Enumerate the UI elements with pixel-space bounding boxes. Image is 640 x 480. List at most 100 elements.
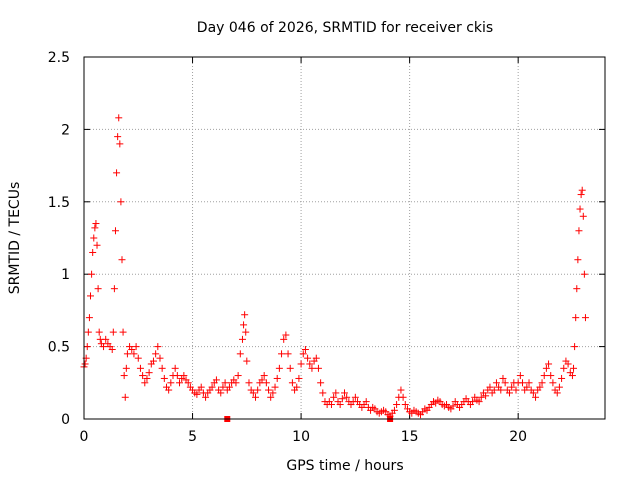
y-tick-label: 2.5 [48, 50, 70, 66]
data-point [141, 379, 149, 387]
data-point [158, 364, 166, 372]
data-point [477, 393, 485, 401]
data-point [87, 292, 95, 300]
data-point [89, 248, 97, 256]
data-point [212, 376, 220, 384]
data-point [81, 360, 89, 368]
data-point [280, 335, 288, 343]
data-point [525, 379, 533, 387]
data-point [536, 383, 544, 391]
data-point [116, 140, 124, 148]
data-point [260, 372, 268, 380]
data-point [401, 401, 409, 409]
data-point [508, 383, 516, 391]
x-tick-label: 10 [292, 429, 310, 445]
data-point [490, 386, 498, 394]
data-point [115, 114, 123, 122]
data-point [499, 374, 507, 382]
data-point [122, 364, 130, 372]
data-point [574, 256, 582, 264]
data-point [121, 393, 129, 401]
data-point [362, 398, 370, 406]
y-tick-label: 2 [61, 122, 70, 138]
data-point [560, 364, 568, 372]
data-point [184, 379, 192, 387]
data-point [95, 328, 103, 336]
data-point [577, 191, 585, 199]
chart-title: Day 046 of 2026, SRMTID for receiver cki… [197, 20, 493, 36]
data-point [167, 379, 175, 387]
data-point [113, 169, 121, 177]
y-tick-label: 1 [61, 267, 70, 283]
data-point [573, 285, 581, 293]
data-point [486, 383, 494, 391]
data-point [154, 343, 162, 351]
data-point [117, 198, 125, 206]
data-point [275, 364, 283, 372]
data-point [130, 350, 138, 358]
data-point [225, 383, 233, 391]
data-point [319, 389, 327, 397]
data-point [286, 364, 294, 372]
data-point [516, 372, 524, 380]
data-point [110, 285, 118, 293]
data-point [93, 241, 101, 249]
data-point [492, 379, 500, 387]
data-points [80, 114, 589, 422]
data-point [555, 383, 563, 391]
data-point [92, 220, 100, 228]
data-point [545, 360, 553, 368]
data-point [85, 314, 93, 322]
data-point [128, 345, 136, 353]
data-point [293, 383, 301, 391]
data-point [306, 360, 314, 368]
data-point [327, 401, 335, 409]
data-point [338, 395, 346, 403]
data-point [91, 224, 99, 232]
data-point [243, 357, 251, 365]
data-point [217, 389, 225, 397]
data-point [102, 335, 110, 343]
data-point [553, 389, 561, 397]
data-point [254, 386, 262, 394]
data-point [542, 364, 550, 372]
data-point [578, 186, 586, 194]
data-point [330, 393, 338, 401]
data-point [245, 379, 253, 387]
data-point [540, 372, 548, 380]
data-point [249, 389, 257, 397]
data-point [197, 383, 205, 391]
data-point [120, 372, 128, 380]
data-point [317, 379, 325, 387]
data-point [109, 328, 117, 336]
data-point [149, 357, 157, 365]
y-tick-label: 1.5 [48, 195, 70, 211]
data-point [519, 379, 527, 387]
data-point [219, 383, 227, 391]
data-point [267, 393, 275, 401]
data-point [558, 374, 566, 382]
data-point [241, 311, 249, 319]
data-point [538, 379, 546, 387]
data-point [547, 372, 555, 380]
data-point [160, 374, 168, 382]
data-point [271, 383, 279, 391]
data-point [273, 374, 281, 382]
data-point [571, 343, 579, 351]
data-point [88, 270, 96, 278]
data-point [278, 350, 286, 358]
data-point [399, 393, 407, 401]
data-point [297, 360, 305, 368]
data-point [132, 343, 140, 351]
data-point [301, 345, 309, 353]
data-point [336, 401, 344, 409]
data-point [312, 354, 320, 362]
data-point [143, 374, 151, 382]
data-point [83, 343, 91, 351]
data-point [288, 379, 296, 387]
data-point [221, 379, 229, 387]
data-point [202, 393, 210, 401]
data-point [94, 285, 102, 293]
data-point [512, 386, 520, 394]
